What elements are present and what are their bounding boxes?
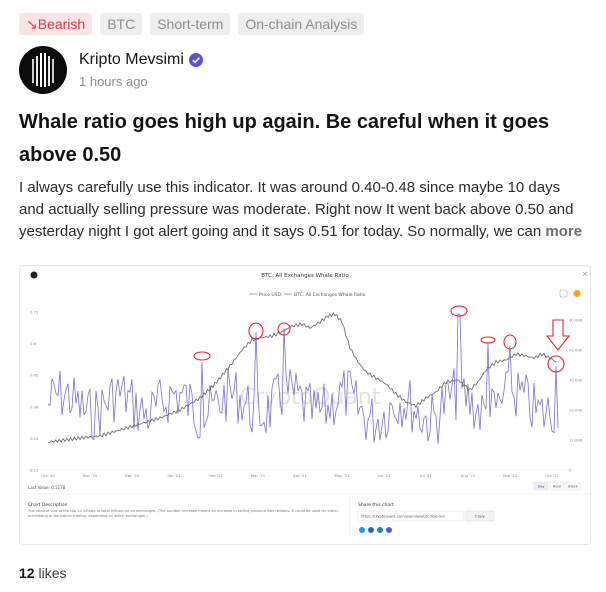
y-tick-left: 0.45 (30, 373, 39, 378)
x-tick: Oct '21 (545, 473, 559, 478)
author-block: Kripto Mevsimi 1 hours ago (19, 46, 203, 94)
y-axis-right: 60.00K 45.00K 30.00K 20.00K 12.00K 0 (569, 318, 583, 473)
x-tick: May '21 (335, 473, 351, 478)
post-title: Whale ratio goes high up again. Be caref… (19, 111, 550, 166)
x-tick: Jul '21 (419, 473, 432, 478)
description-title: Chart Description (28, 502, 68, 508)
annotation-circle (450, 305, 468, 317)
y-tick-left: 0.12 (30, 468, 39, 473)
post-timestamp: 1 hours ago (79, 74, 148, 89)
author-name[interactable]: Kripto Mevsimi (79, 51, 184, 68)
y-tick-right: 12.00K (569, 438, 583, 443)
avatar[interactable] (19, 46, 67, 94)
facebook-icon[interactable] (368, 527, 374, 533)
scale-button-hour[interactable] (549, 481, 565, 491)
x-tick: Dec '20 (125, 473, 140, 478)
scale-button-label: Day (537, 485, 545, 489)
scale-button-day[interactable] (533, 481, 549, 491)
likes[interactable]: 12 likes (19, 565, 66, 581)
tag-onchain-analysis[interactable]: On-chain Analysis (238, 13, 365, 35)
y-tick-left: 0.24 (30, 436, 39, 441)
description-text: The relative size of the top 10 inflows … (28, 509, 339, 518)
x-tick: Mar '21 (251, 473, 266, 478)
tag-btc[interactable]: BTC (100, 13, 143, 35)
legend-price-label: Price USD (259, 292, 282, 298)
settings-icon[interactable] (573, 289, 581, 298)
x-tick: Jan '21 (167, 473, 182, 478)
annotation-circle (547, 355, 565, 373)
x-axis: Oct '20 Nov '20 Dec '20 Jan '21 Feb '21 Mar '… (41, 473, 559, 478)
annotation-circle (248, 322, 264, 340)
y-tick-right: 30.00K (569, 378, 583, 383)
x-tick: Oct '20 (41, 473, 55, 478)
share-url-field[interactable] (357, 510, 465, 522)
likes-count: 12 (19, 565, 35, 581)
scale-button-label: Hour (553, 485, 562, 489)
x-tick: Apr '21 (293, 473, 307, 478)
y-tick-left: 0.36 (30, 404, 39, 409)
x-tick: Jun '21 (376, 473, 391, 478)
y-tick-right: 20.00K (569, 408, 583, 413)
x-tick: Feb '21 (209, 473, 223, 478)
share-title: Share this chart (358, 502, 394, 508)
annotations (193, 305, 571, 373)
tag-bearish[interactable]: ↘Bearish (19, 13, 93, 35)
tag-short-term[interactable]: Short-term (150, 13, 231, 35)
y-tick-right: 45.00K (569, 348, 583, 353)
x-tick: Aug '21 (461, 473, 476, 478)
series-price (47, 311, 557, 444)
share-url: https://cryptoquant.com/overview/btc-flo… (361, 515, 445, 519)
series-whale-ratio (47, 313, 559, 444)
likes-label: likes (38, 565, 67, 581)
y-tick-left: 0.6 (30, 341, 37, 346)
telegram-icon[interactable] (377, 527, 383, 533)
tag-list: ↘Bearish BTC Short-term On-chain Analysi… (19, 13, 365, 35)
y-axis-left: 0.72 0.6 0.45 0.36 0.24 0.12 (30, 310, 39, 473)
scale-button-block[interactable] (565, 481, 581, 491)
x-tick: Nov '20 (83, 473, 98, 478)
annotation-circle (480, 336, 496, 344)
copy-button-label: Copy (475, 514, 485, 519)
toggle-icon[interactable] (559, 289, 568, 298)
y-tick-right: 0 (569, 468, 572, 473)
chart-image[interactable]: BTC: All Exchanges Whale Ratio × Price U… (19, 265, 591, 545)
legend-ratio-label: BTC: All Exchanges Whale Ratio (294, 292, 366, 298)
verified-badge-icon (188, 53, 203, 67)
latest-value: Last Value: 0.5178 (28, 485, 66, 490)
discord-icon[interactable] (386, 527, 392, 533)
chart-title: BTC: All Exchanges Whale Ratio (261, 273, 349, 279)
scale-buttons: Day Hour Block (533, 481, 581, 491)
avatar-logo-icon (32, 53, 54, 87)
post-body: I always carefully use this indicator. I… (19, 177, 589, 243)
annotation-arrow-icon (545, 319, 571, 351)
post-body-text: I always carefully use this indicator. I… (19, 179, 574, 240)
y-tick-right: 60.00K (569, 318, 583, 323)
annotation-circle (277, 322, 291, 336)
close-icon[interactable]: × (582, 270, 588, 278)
twitter-icon[interactable] (359, 527, 365, 533)
cryptoquant-logo-icon (30, 271, 38, 279)
scale-button-label: Block (568, 485, 579, 489)
x-tick: Sep '21 (503, 473, 518, 478)
annotation-circle (503, 334, 517, 350)
copy-button[interactable] (465, 510, 495, 522)
annotation-circle (193, 351, 211, 361)
more-link[interactable]: more (545, 223, 583, 240)
y-tick-left: 0.72 (30, 310, 39, 315)
